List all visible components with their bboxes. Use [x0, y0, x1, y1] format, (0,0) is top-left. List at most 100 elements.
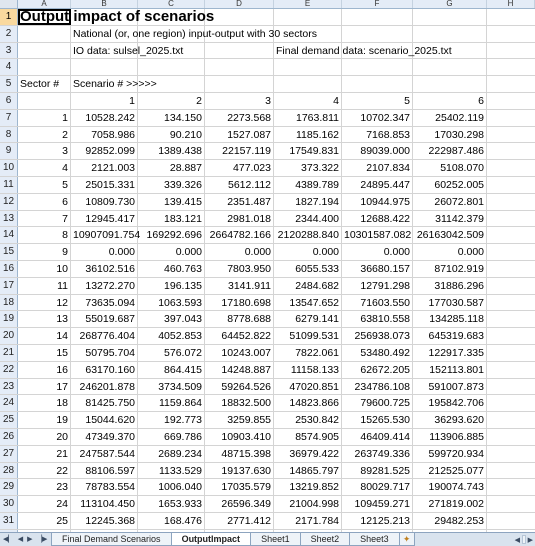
output-cell[interactable]: 263749.336 — [342, 445, 413, 462]
empty-cell[interactable] — [487, 194, 535, 210]
output-cell[interactable]: 55019.687 — [71, 311, 138, 328]
output-cell[interactable]: 47349.370 — [71, 428, 138, 445]
row-header[interactable]: 2 — [0, 25, 18, 42]
empty-cell[interactable] — [487, 362, 535, 378]
sector-cell[interactable]: 10 — [18, 260, 71, 277]
output-cell[interactable]: 246201.878 — [71, 378, 138, 395]
empty-cell[interactable] — [487, 93, 535, 109]
text-cell[interactable]: Sector # — [18, 76, 71, 92]
empty-cell[interactable] — [138, 9, 205, 25]
output-cell[interactable]: 5612.112 — [205, 176, 274, 193]
empty-cell[interactable] — [71, 9, 138, 25]
text-cell[interactable]: National (or, one region) input-output w… — [73, 25, 317, 42]
row-header[interactable]: 10 — [0, 160, 18, 176]
output-cell[interactable]: 195842.706 — [413, 395, 487, 412]
output-cell[interactable]: 2 — [138, 92, 205, 109]
output-cell[interactable]: 8778.688 — [205, 311, 274, 328]
sector-cell[interactable]: 18 — [18, 395, 71, 412]
output-cell[interactable]: 19137.630 — [205, 462, 274, 479]
output-cell[interactable]: 2664782.166 — [205, 227, 274, 244]
empty-cell[interactable] — [487, 261, 535, 277]
output-cell[interactable]: 645319.683 — [413, 328, 487, 344]
output-cell[interactable]: 26072.801 — [413, 193, 487, 210]
text-cell[interactable]: Final demand data: scenario_2025.txt — [276, 42, 452, 59]
output-cell[interactable]: 1527.087 — [205, 126, 274, 143]
sector-cell[interactable]: 16 — [18, 361, 71, 378]
output-cell[interactable]: 13547.652 — [274, 294, 342, 311]
output-cell[interactable]: 1063.593 — [138, 294, 205, 311]
output-cell[interactable]: 31142.379 — [413, 210, 487, 227]
output-cell[interactable]: 134.150 — [138, 109, 205, 126]
output-cell[interactable]: 15044.620 — [71, 412, 138, 428]
output-cell[interactable]: 1 — [71, 92, 138, 109]
output-cell[interactable]: 234786.108 — [342, 378, 413, 395]
sector-cell[interactable]: 23 — [18, 479, 71, 496]
empty-cell[interactable] — [18, 42, 71, 59]
output-cell[interactable]: 591007.873 — [413, 378, 487, 395]
output-cell[interactable]: 3141.911 — [205, 277, 274, 294]
output-cell[interactable]: 4 — [274, 92, 342, 109]
output-cell[interactable]: 373.322 — [274, 160, 342, 176]
output-cell[interactable]: 28.887 — [138, 160, 205, 176]
output-cell[interactable]: 10528.242 — [71, 109, 138, 126]
empty-cell[interactable] — [487, 429, 535, 445]
row-header[interactable]: 13 — [0, 210, 18, 227]
output-cell[interactable]: 31886.296 — [413, 277, 487, 294]
column-header-b[interactable]: B — [71, 0, 138, 8]
output-cell[interactable]: 212525.077 — [413, 462, 487, 479]
output-cell[interactable]: 12688.422 — [342, 210, 413, 227]
output-cell[interactable]: 4052.853 — [138, 328, 205, 344]
output-cell[interactable]: 2107.834 — [342, 160, 413, 176]
sector-cell[interactable]: 25 — [18, 512, 71, 529]
sheet-tab[interactable]: OutputImpact — [170, 533, 252, 546]
output-cell[interactable]: 2484.682 — [274, 277, 342, 294]
output-cell[interactable]: 24895.447 — [342, 176, 413, 193]
output-cell[interactable]: 25402.119 — [413, 109, 487, 126]
empty-cell[interactable] — [274, 25, 342, 42]
empty-cell[interactable] — [205, 59, 274, 76]
output-cell[interactable]: 2771.412 — [205, 512, 274, 529]
row-header[interactable]: 8 — [0, 126, 18, 143]
sector-cell[interactable]: 15 — [18, 344, 71, 361]
output-cell[interactable]: 397.043 — [138, 311, 205, 328]
row-header[interactable]: 1 — [0, 9, 18, 25]
output-cell[interactable]: 2120288.840 — [274, 227, 342, 244]
column-header-c[interactable]: C — [138, 0, 205, 8]
output-cell[interactable]: 2530.842 — [274, 412, 342, 428]
output-cell[interactable]: 576.072 — [138, 344, 205, 361]
output-cell[interactable]: 36680.157 — [342, 260, 413, 277]
scroll-track[interactable] — [522, 535, 526, 544]
sector-cell[interactable]: 7 — [18, 210, 71, 227]
output-cell[interactable]: 50795.704 — [71, 344, 138, 361]
output-cell[interactable]: 88106.597 — [71, 462, 138, 479]
output-cell[interactable]: 460.763 — [138, 260, 205, 277]
empty-cell[interactable] — [487, 496, 535, 512]
output-cell[interactable]: 59264.526 — [205, 378, 274, 395]
sector-cell[interactable]: 9 — [18, 244, 71, 260]
empty-cell[interactable] — [274, 9, 342, 25]
empty-cell[interactable] — [487, 211, 535, 227]
output-cell[interactable]: 7058.986 — [71, 126, 138, 143]
empty-cell[interactable] — [274, 76, 342, 92]
output-cell[interactable]: 122917.335 — [413, 344, 487, 361]
output-cell[interactable]: 247587.544 — [71, 445, 138, 462]
output-cell[interactable]: 222987.486 — [413, 143, 487, 160]
output-cell[interactable]: 1653.933 — [138, 496, 205, 512]
output-cell[interactable]: 192.773 — [138, 412, 205, 428]
output-cell[interactable]: 81425.750 — [71, 395, 138, 412]
output-cell[interactable]: 1389.438 — [138, 143, 205, 160]
select-all-corner[interactable] — [0, 0, 18, 8]
output-cell[interactable]: 0.000 — [413, 244, 487, 260]
sheet-tab[interactable]: Sheet3 — [349, 533, 400, 546]
column-header-f[interactable]: F — [342, 0, 413, 8]
empty-cell[interactable] — [342, 76, 413, 92]
output-cell[interactable]: 12945.417 — [71, 210, 138, 227]
output-cell[interactable]: 7822.061 — [274, 344, 342, 361]
row-header[interactable]: 28 — [0, 462, 18, 479]
output-cell[interactable]: 10702.347 — [342, 109, 413, 126]
empty-cell[interactable] — [413, 42, 487, 59]
sheet-tab[interactable]: Sheet2 — [299, 533, 351, 546]
row-header[interactable]: 22 — [0, 361, 18, 378]
output-cell[interactable]: 15265.530 — [342, 412, 413, 428]
output-cell[interactable]: 36102.516 — [71, 260, 138, 277]
